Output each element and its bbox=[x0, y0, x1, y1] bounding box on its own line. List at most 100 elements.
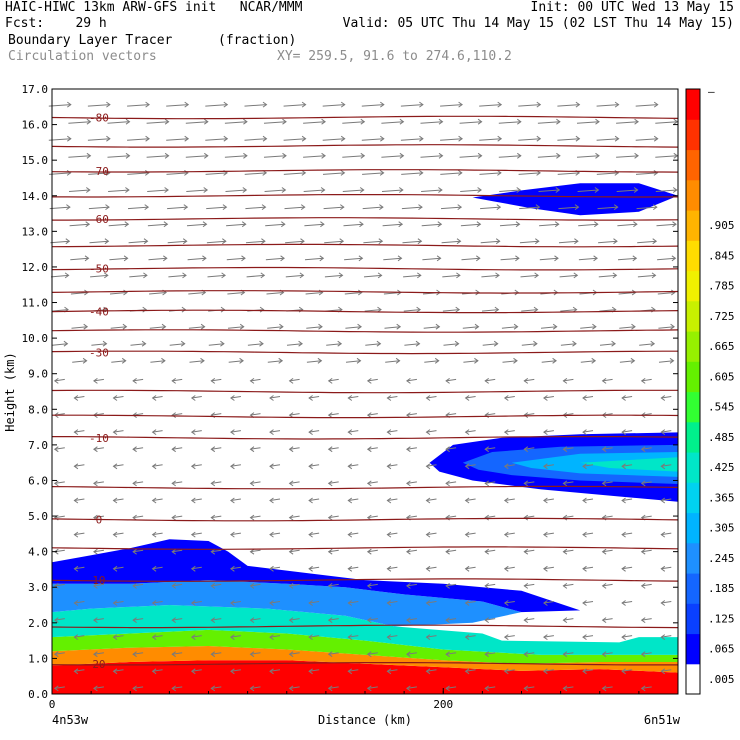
vector-arrow-24 bbox=[386, 668, 398, 675]
vector-arrow-337 bbox=[110, 323, 128, 330]
vector-arrow-559 bbox=[635, 101, 659, 108]
vector-arrow-481 bbox=[88, 169, 111, 176]
contour-line-8 bbox=[51, 309, 679, 314]
tracer-region-1 bbox=[52, 646, 678, 673]
vector-arrow-541 bbox=[576, 118, 600, 125]
vector-arrow-62 bbox=[621, 634, 633, 641]
vector-arrow-336 bbox=[71, 323, 89, 330]
vector-arrow-345 bbox=[423, 323, 441, 330]
colorbar: .005 .065 .125 .185 .245 .305 .365 .425 .485 .545… bbox=[685, 85, 735, 695]
vector-arrow-159 bbox=[660, 531, 672, 538]
vector-arrow-519 bbox=[322, 135, 346, 142]
vector-arrow-100 bbox=[210, 582, 222, 589]
colorbar-swatch-3 bbox=[686, 573, 700, 604]
vector-arrow-454 bbox=[284, 204, 306, 211]
vector-arrow-459 bbox=[480, 204, 502, 211]
vector-arrow-301 bbox=[562, 377, 574, 384]
vector-arrow-31 bbox=[660, 668, 672, 675]
vector-arrow-44 bbox=[523, 651, 535, 658]
vector-arrow-309 bbox=[267, 357, 284, 364]
y-tick-label-10: 10.0 bbox=[22, 332, 49, 345]
vector-arrow-22 bbox=[308, 668, 320, 675]
vector-arrow-12 bbox=[523, 685, 535, 692]
vector-arrow-98 bbox=[132, 582, 144, 589]
vector-arrow-143 bbox=[640, 548, 652, 555]
vector-arrow-558 bbox=[596, 101, 620, 108]
vector-arrow-123 bbox=[503, 565, 515, 572]
vector-arrow-334 bbox=[599, 340, 616, 347]
vector-arrow-164 bbox=[210, 514, 222, 521]
vector-arrow-504 bbox=[381, 152, 405, 159]
vector-arrow-215 bbox=[347, 463, 359, 470]
vector-arrow-318 bbox=[619, 357, 636, 364]
vector-arrow-104 bbox=[366, 582, 378, 589]
vector-arrow-465 bbox=[108, 187, 130, 193]
vector-arrow-421 bbox=[245, 238, 266, 245]
vector-arrow-312 bbox=[385, 357, 401, 364]
vector-arrow-242 bbox=[151, 429, 163, 436]
vector-arrow-457 bbox=[401, 204, 423, 211]
colorbar-swatch-2 bbox=[686, 603, 700, 635]
vector-arrow-73 bbox=[406, 617, 417, 624]
vector-arrow-466 bbox=[147, 187, 169, 193]
vector-arrow-350 bbox=[619, 323, 636, 330]
vector-arrow-183 bbox=[347, 497, 359, 504]
vector-arrow-332 bbox=[521, 340, 538, 347]
vector-arrow-406 bbox=[304, 255, 325, 262]
vector-arrow-14 bbox=[601, 685, 613, 692]
vector-arrow-412 bbox=[539, 255, 559, 262]
vector-arrow-5 bbox=[249, 685, 261, 692]
vector-arrow-408 bbox=[383, 255, 403, 262]
vector-arrow-392 bbox=[363, 272, 383, 279]
vector-arrow-506 bbox=[459, 152, 483, 159]
vector-arrow-251 bbox=[503, 429, 515, 436]
y-tick-label-9: 9.0 bbox=[28, 368, 48, 381]
vector-arrow-401 bbox=[109, 255, 129, 262]
vector-arrow-363 bbox=[481, 306, 500, 313]
contour-line-15 bbox=[51, 517, 679, 522]
vector-arrow-390 bbox=[285, 272, 305, 279]
vector-arrow-295 bbox=[327, 377, 339, 384]
vector-arrow-182 bbox=[308, 497, 320, 504]
vector-arrow-254 bbox=[621, 429, 633, 436]
vector-arrow-404 bbox=[226, 255, 246, 262]
vector-arrow-210 bbox=[151, 463, 163, 470]
vector-arrow-488 bbox=[362, 169, 385, 176]
vector-arrow-313 bbox=[424, 357, 440, 364]
vector-arrow-237 bbox=[562, 446, 574, 453]
contour-line-13 bbox=[52, 436, 679, 440]
vector-arrow-444 bbox=[539, 221, 560, 228]
vector-arrow-219 bbox=[503, 463, 515, 470]
vector-arrow-333 bbox=[560, 340, 577, 347]
vector-arrow-8 bbox=[366, 685, 378, 692]
vector-arrow-468 bbox=[225, 187, 248, 193]
vector-arrow-36 bbox=[210, 651, 222, 658]
vector-arrow-133 bbox=[249, 548, 261, 555]
colorbar-label-5: .305 bbox=[708, 522, 735, 535]
vector-arrow-347 bbox=[501, 323, 519, 330]
vector-arrow-227 bbox=[171, 446, 183, 453]
vector-arrow-77 bbox=[562, 617, 574, 624]
vector-arrow-279 bbox=[347, 395, 359, 401]
cross-section-endpoints: XY= 259.5, 91.6 to 274.6,110.2 bbox=[277, 49, 512, 64]
vector-arrow-97 bbox=[93, 582, 104, 589]
vector-arrow-106 bbox=[445, 582, 457, 589]
colorbar-swatch-15 bbox=[686, 210, 700, 241]
colorbar-label-15: .905 bbox=[708, 219, 735, 232]
vector-arrow-341 bbox=[267, 323, 284, 330]
vector-arrow-124 bbox=[543, 565, 554, 572]
vector-arrow-387 bbox=[168, 272, 187, 279]
vector-arrow-115 bbox=[190, 565, 202, 572]
vector-arrow-354 bbox=[129, 306, 148, 313]
vector-arrow-505 bbox=[420, 152, 444, 159]
vector-arrow-464 bbox=[68, 187, 91, 193]
vector-arrow-482 bbox=[127, 169, 150, 176]
vector-arrow-26 bbox=[464, 668, 476, 675]
vector-arrow-211 bbox=[190, 463, 202, 470]
vector-arrow-116 bbox=[230, 565, 241, 572]
vector-arrow-342 bbox=[306, 323, 323, 330]
colorbar-swatch-4 bbox=[686, 542, 700, 574]
vector-arrow-53 bbox=[269, 634, 281, 641]
vector-arrow-438 bbox=[304, 221, 325, 228]
vector-arrow-280 bbox=[386, 395, 398, 401]
